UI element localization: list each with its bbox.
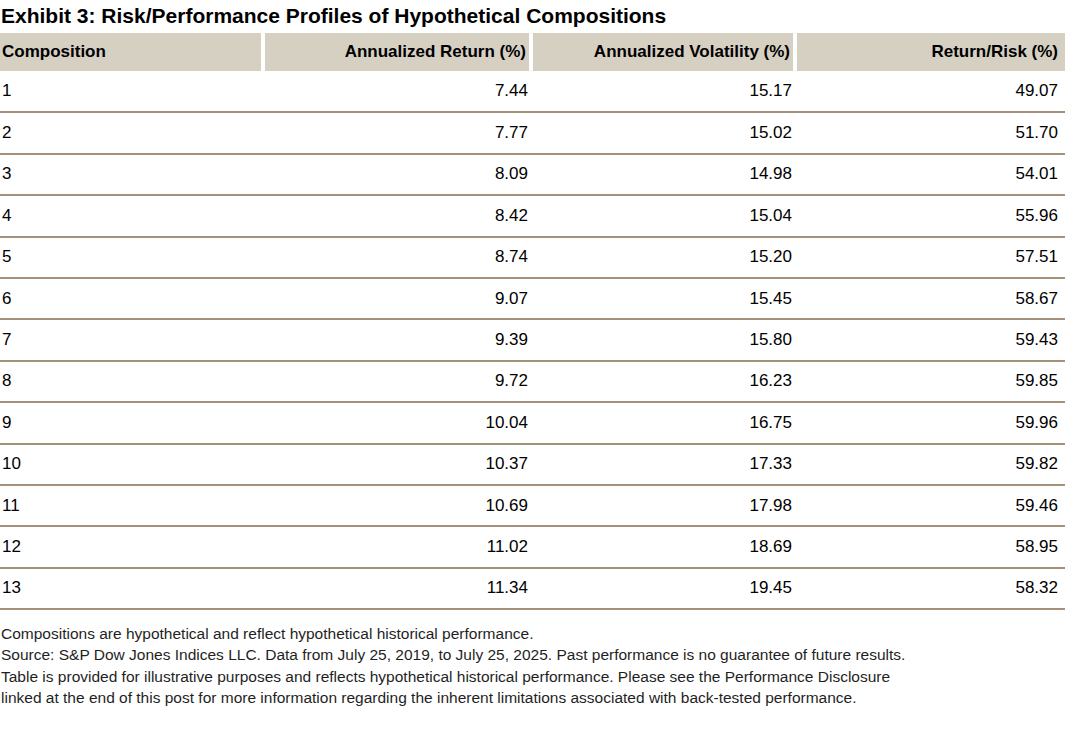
cell-annualized-volatility: 15.80 (531, 319, 795, 360)
cell-return-risk: 54.01 (795, 154, 1065, 195)
cell-annualized-volatility: 14.98 (531, 154, 795, 195)
footnote-hypothetical: Compositions are hypothetical and reflec… (1, 623, 1065, 644)
cell-annualized-volatility: 15.02 (531, 112, 795, 153)
cell-return-risk: 51.70 (795, 112, 1065, 153)
cell-composition: 13 (0, 568, 263, 609)
table-row: 1311.3419.4558.32 (0, 568, 1065, 609)
cell-return-risk: 57.51 (795, 237, 1065, 278)
cell-annualized-volatility: 17.98 (531, 485, 795, 526)
cell-annualized-return: 8.09 (263, 154, 531, 195)
cell-composition: 5 (0, 237, 263, 278)
cell-return-risk: 59.96 (795, 402, 1065, 443)
cell-composition: 6 (0, 278, 263, 319)
table-row: 38.0914.9854.01 (0, 154, 1065, 195)
exhibit-page: Exhibit 3: Risk/Performance Profiles of … (0, 0, 1065, 736)
cell-composition: 2 (0, 112, 263, 153)
footnote-disclosure: linked at the end of this post for more … (1, 687, 1065, 708)
table-row: 1211.0218.6958.95 (0, 526, 1065, 567)
cell-annualized-return: 9.72 (263, 361, 531, 402)
table-row: 69.0715.4558.67 (0, 278, 1065, 319)
cell-annualized-return: 10.04 (263, 402, 531, 443)
cell-annualized-return: 10.69 (263, 485, 531, 526)
column-header-return-risk: Return/Risk (%) (795, 33, 1065, 71)
cell-annualized-volatility: 15.45 (531, 278, 795, 319)
cell-composition: 10 (0, 444, 263, 485)
cell-composition: 11 (0, 485, 263, 526)
cell-composition: 8 (0, 361, 263, 402)
cell-return-risk: 58.32 (795, 568, 1065, 609)
cell-annualized-volatility: 18.69 (531, 526, 795, 567)
cell-annualized-volatility: 15.17 (531, 71, 795, 112)
cell-composition: 9 (0, 402, 263, 443)
cell-composition: 1 (0, 71, 263, 112)
table-row: 1010.3717.3359.82 (0, 444, 1065, 485)
cell-annualized-return: 11.02 (263, 526, 531, 567)
table-row: 79.3915.8059.43 (0, 319, 1065, 360)
footnotes: Compositions are hypothetical and reflec… (0, 623, 1065, 709)
cell-annualized-return: 10.37 (263, 444, 531, 485)
table-row: 58.7415.2057.51 (0, 237, 1065, 278)
table-row: 910.0416.7559.96 (0, 402, 1065, 443)
table-row: 89.7216.2359.85 (0, 361, 1065, 402)
table-row: 17.4415.1749.07 (0, 71, 1065, 112)
cell-annualized-volatility: 17.33 (531, 444, 795, 485)
cell-annualized-volatility: 15.20 (531, 237, 795, 278)
table-row: 48.4215.0455.96 (0, 195, 1065, 236)
cell-annualized-volatility: 16.75 (531, 402, 795, 443)
cell-return-risk: 59.46 (795, 485, 1065, 526)
cell-annualized-return: 8.74 (263, 237, 531, 278)
cell-annualized-volatility: 16.23 (531, 361, 795, 402)
cell-return-risk: 59.85 (795, 361, 1065, 402)
cell-return-risk: 55.96 (795, 195, 1065, 236)
cell-composition: 7 (0, 319, 263, 360)
cell-annualized-volatility: 19.45 (531, 568, 795, 609)
cell-composition: 3 (0, 154, 263, 195)
table-row: 1110.6917.9859.46 (0, 485, 1065, 526)
cell-annualized-return: 9.07 (263, 278, 531, 319)
cell-annualized-volatility: 15.04 (531, 195, 795, 236)
cell-return-risk: 58.67 (795, 278, 1065, 319)
cell-annualized-return: 7.77 (263, 112, 531, 153)
cell-annualized-return: 8.42 (263, 195, 531, 236)
footnote-illustrative: Table is provided for illustrative purpo… (1, 666, 1065, 687)
column-header-annualized-volatility: Annualized Volatility (%) (531, 33, 795, 71)
table-header-row: Composition Annualized Return (%) Annual… (0, 33, 1065, 71)
risk-performance-table: Composition Annualized Return (%) Annual… (0, 33, 1065, 610)
table-body: 17.4415.1749.0727.7715.0251.7038.0914.98… (0, 71, 1065, 609)
cell-return-risk: 49.07 (795, 71, 1065, 112)
cell-return-risk: 59.82 (795, 444, 1065, 485)
column-header-annualized-return: Annualized Return (%) (263, 33, 531, 71)
cell-annualized-return: 11.34 (263, 568, 531, 609)
footnote-source: Source: S&P Dow Jones Indices LLC. Data … (1, 644, 1065, 665)
cell-return-risk: 59.43 (795, 319, 1065, 360)
cell-composition: 4 (0, 195, 263, 236)
exhibit-title: Exhibit 3: Risk/Performance Profiles of … (0, 0, 1065, 33)
cell-annualized-return: 9.39 (263, 319, 531, 360)
table-row: 27.7715.0251.70 (0, 112, 1065, 153)
cell-annualized-return: 7.44 (263, 71, 531, 112)
cell-composition: 12 (0, 526, 263, 567)
cell-return-risk: 58.95 (795, 526, 1065, 567)
column-header-composition: Composition (0, 33, 263, 71)
